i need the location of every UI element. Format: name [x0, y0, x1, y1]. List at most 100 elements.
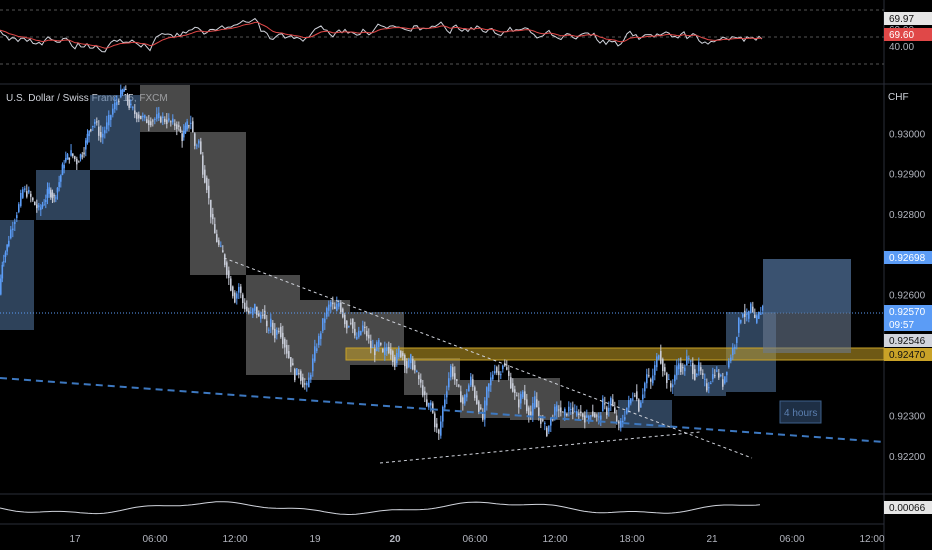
rsi-tick-40: 40.00 — [889, 42, 914, 53]
candle-body — [620, 420, 622, 428]
candle-body — [758, 311, 760, 319]
candle-body — [364, 326, 366, 328]
candle-body — [588, 415, 590, 420]
candle-body — [14, 221, 16, 225]
candle-body — [606, 407, 608, 416]
candle-body — [164, 118, 166, 122]
candle-body — [125, 89, 127, 91]
position-target-box[interactable] — [763, 259, 851, 313]
time-axis[interactable]: 17 06:00 12:00 19 20 06:00 12:00 18:00 21 06:00 12… — [69, 534, 885, 545]
candle-body — [18, 204, 20, 212]
candle-body — [90, 129, 92, 131]
oscillator-pane[interactable]: 0.00066 — [0, 501, 932, 516]
candle-body — [448, 378, 450, 388]
range-box — [36, 170, 90, 220]
candle-body — [468, 385, 470, 392]
candle-body — [278, 330, 280, 332]
candle-body — [480, 407, 482, 409]
candle-body — [628, 400, 630, 408]
candle-body — [222, 250, 224, 253]
candle-body — [186, 121, 188, 130]
rsi-signal-badge-text: 69.60 — [889, 30, 914, 41]
candle-body — [326, 308, 328, 317]
candle-body — [380, 342, 382, 345]
candle-body — [524, 391, 526, 401]
candle-body — [53, 195, 55, 197]
candle-body — [79, 154, 82, 159]
candle-body — [470, 376, 472, 386]
candle-body — [282, 332, 284, 344]
candle-body — [242, 294, 244, 304]
candle-body — [526, 399, 528, 412]
candle-body — [55, 197, 57, 199]
candle-body — [92, 125, 94, 127]
candle-body — [136, 113, 138, 119]
candle-body — [756, 315, 758, 323]
candle-body — [398, 348, 400, 358]
candle-body — [302, 377, 304, 388]
blue-trendline[interactable] — [0, 377, 885, 443]
candle-body — [714, 375, 716, 377]
countdown-badge-text: 09:57 — [889, 320, 914, 331]
candle-body — [674, 375, 676, 382]
candle-body — [664, 367, 666, 372]
candle-body — [442, 406, 444, 422]
zone-price-badge-text: 0.92470 — [889, 350, 926, 361]
candle-body — [252, 308, 254, 315]
candle-body — [388, 346, 390, 354]
candle-body — [65, 157, 67, 162]
candle-body — [712, 374, 714, 380]
candle-body — [96, 121, 98, 123]
candle-body — [22, 189, 24, 198]
candle-body — [656, 356, 658, 368]
candle-body — [738, 318, 740, 333]
position-entry-box[interactable] — [763, 313, 851, 353]
rsi-signal-line — [0, 21, 763, 49]
candle-body — [612, 399, 614, 406]
candle-body — [550, 417, 552, 426]
candle-body — [56, 187, 59, 193]
price-pane[interactable]: 4 hours 0.93000 0.92900 0.92800 0.92600 0.92… — [0, 84, 932, 464]
candle-body — [140, 115, 142, 119]
candle-body — [26, 191, 28, 197]
candle-body — [134, 110, 136, 115]
rsi-pane[interactable]: 60.00 40.00 69.97 69.60 — [0, 9, 932, 65]
candle-body — [236, 293, 238, 299]
candle-body — [502, 365, 504, 370]
candle-body — [478, 401, 480, 413]
ascending-trendline[interactable] — [379, 431, 701, 464]
candle-body — [618, 421, 620, 424]
candle-body — [212, 213, 214, 220]
candle-body — [254, 304, 256, 311]
time-annotation-box[interactable] — [779, 400, 822, 424]
candle-body — [258, 312, 260, 317]
candle-body — [516, 395, 518, 397]
candle-body — [720, 375, 722, 377]
candle-body — [346, 320, 348, 329]
candle-body — [4, 252, 7, 257]
candle-body — [230, 278, 232, 291]
rsi-signal-badge — [884, 28, 932, 41]
candle-body — [496, 367, 498, 373]
candle-body — [652, 375, 654, 384]
price-axis-ticks: 0.93000 0.92900 0.92800 0.92600 0.92300 0.922… — [889, 129, 926, 462]
candle-body — [752, 306, 754, 313]
candle-body — [716, 370, 718, 372]
candle-body — [690, 360, 692, 362]
candle-body — [172, 118, 174, 123]
candle-body — [668, 378, 670, 380]
candle-body — [638, 399, 640, 412]
candle-body — [402, 353, 404, 357]
candle-body — [578, 413, 580, 416]
candle-body — [396, 353, 398, 364]
candle-body — [45, 200, 47, 202]
candle-body — [244, 302, 246, 310]
descending-trendline[interactable] — [223, 257, 753, 459]
candle-body — [450, 365, 452, 378]
range-box — [140, 85, 190, 132]
candle-body — [179, 129, 182, 133]
candle-body — [642, 394, 644, 400]
candle-body — [698, 362, 700, 372]
candle-body — [552, 419, 554, 421]
